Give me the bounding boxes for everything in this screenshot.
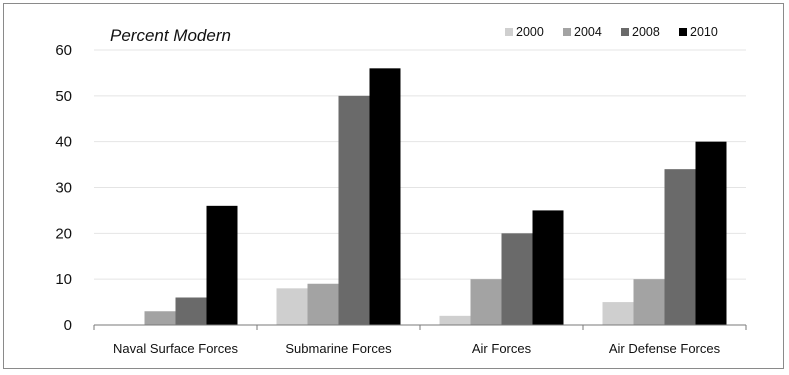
bar-2004-submarine-forces: [307, 283, 339, 325]
bar-2010-air-defense-forces: [695, 141, 727, 325]
bar-2010-submarine-forces: [369, 68, 401, 325]
y-tick-label-50: 50: [55, 88, 72, 105]
chart-frame: Percent Modern 0 10 20 30 40 50 60 Naval Surfa…: [3, 3, 784, 369]
chart-title: Percent Modern: [110, 26, 231, 45]
bar-chart: Percent Modern 0 10 20 30 40 50 60 Naval Surfa…: [55, 25, 747, 356]
bar-2010-naval-surface-forces: [206, 205, 238, 325]
legend: 2000 2004 2008 2010: [505, 25, 718, 39]
x-tick-label: Air Defense Forces: [609, 341, 721, 356]
bar-2008-naval-surface-forces: [175, 297, 207, 325]
bar-2008-air-defense-forces: [664, 169, 696, 325]
bar-2000-submarine-forces: [276, 288, 308, 325]
bars: [144, 68, 727, 325]
gridlines: [94, 49, 746, 280]
legend-label-2000: 2000: [516, 25, 544, 39]
legend-label-2008: 2008: [632, 25, 660, 39]
y-tick-label-60: 60: [55, 42, 72, 59]
bar-2004-naval-surface-forces: [144, 311, 176, 325]
y-tick-label-20: 20: [55, 225, 72, 242]
x-tick-label: Air Forces: [472, 341, 532, 356]
y-tick-label-0: 0: [64, 317, 72, 334]
legend-swatch-2010: [679, 28, 687, 36]
bar-2008-air-forces: [501, 233, 533, 325]
bar-2004-air-forces: [470, 279, 502, 325]
x-axis-ticks: Naval Surface Forces Submarine Forces Air …: [93, 325, 747, 356]
y-tick-label-10: 10: [55, 271, 72, 288]
bar-2004-air-defense-forces: [633, 279, 665, 325]
legend-swatch-2000: [505, 28, 513, 36]
y-axis-ticks: 0 10 20 30 40 50 60: [55, 42, 72, 334]
y-tick-label-40: 40: [55, 134, 72, 151]
legend-label-2010: 2010: [690, 25, 718, 39]
bar-2000-air-defense-forces: [602, 302, 634, 325]
legend-swatch-2004: [563, 28, 571, 36]
legend-swatch-2008: [621, 28, 629, 36]
x-tick-label: Submarine Forces: [285, 341, 392, 356]
legend-label-2004: 2004: [574, 25, 602, 39]
bar-2008-submarine-forces: [338, 95, 370, 325]
y-tick-label-30: 30: [55, 180, 72, 197]
x-tick-label: Naval Surface Forces: [113, 341, 238, 356]
bar-2000-air-forces: [439, 315, 471, 325]
bar-2010-air-forces: [532, 210, 564, 325]
